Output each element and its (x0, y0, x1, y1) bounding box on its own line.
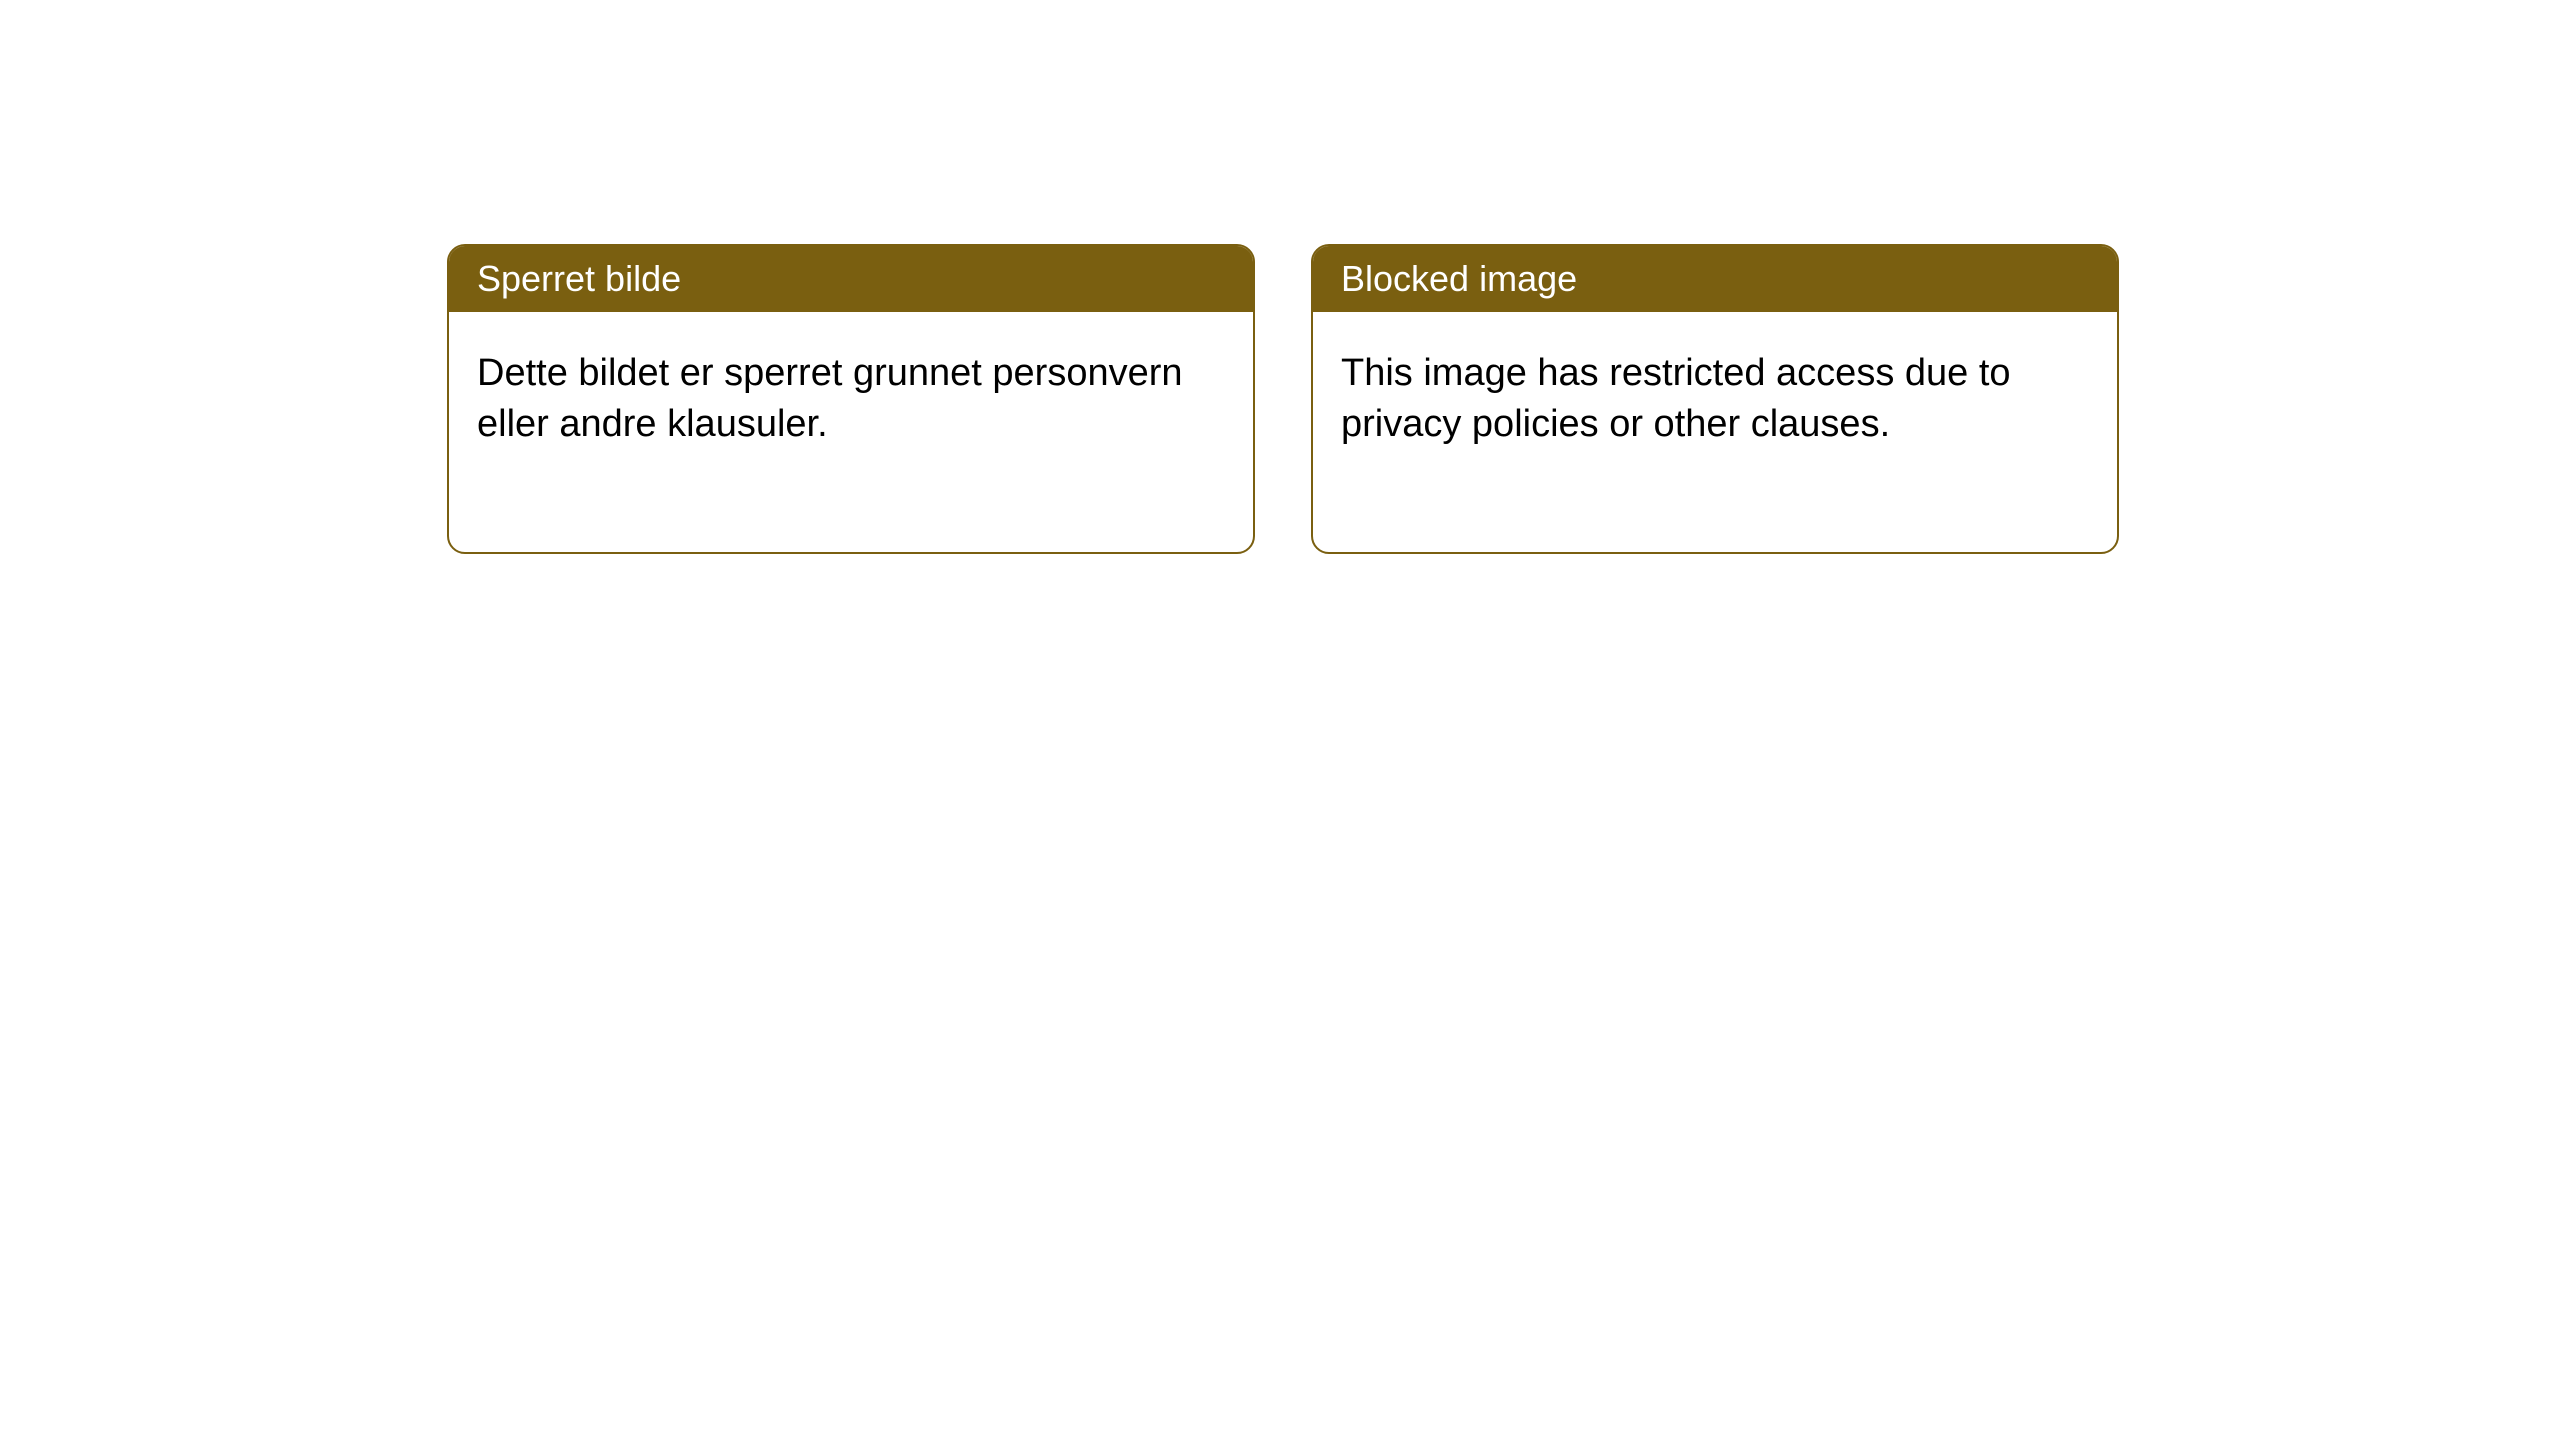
notice-container: Sperret bilde Dette bildet er sperret gr… (447, 244, 2119, 554)
notice-card-body: Dette bildet er sperret grunnet personve… (449, 312, 1253, 552)
notice-title: Sperret bilde (477, 258, 681, 299)
notice-card-norwegian: Sperret bilde Dette bildet er sperret gr… (447, 244, 1255, 554)
notice-card-header: Sperret bilde (449, 246, 1253, 312)
notice-card-header: Blocked image (1313, 246, 2117, 312)
notice-body-text: Dette bildet er sperret grunnet personve… (477, 352, 1183, 445)
notice-card-body: This image has restricted access due to … (1313, 312, 2117, 552)
notice-title: Blocked image (1341, 258, 1577, 299)
notice-body-text: This image has restricted access due to … (1341, 352, 2011, 445)
notice-card-english: Blocked image This image has restricted … (1311, 244, 2119, 554)
